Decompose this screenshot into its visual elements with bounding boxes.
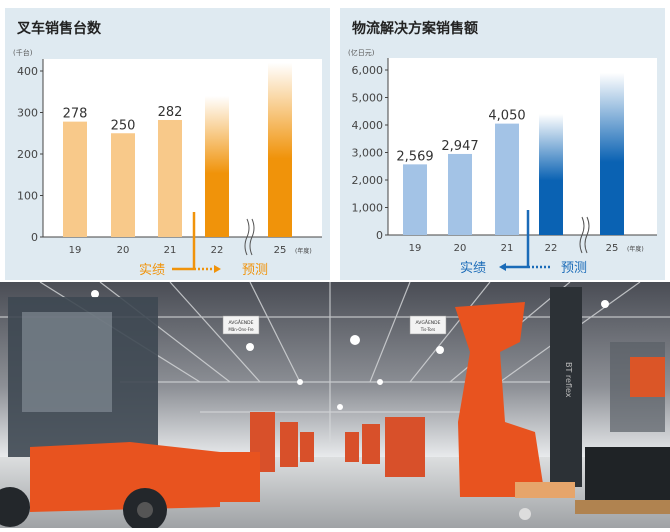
- y-tick-label: 5,000: [352, 92, 384, 105]
- bar-20: [448, 153, 472, 235]
- x-tick-label: 22: [545, 243, 558, 254]
- data-label: 2,569: [396, 149, 433, 164]
- y-tick-label: 0: [376, 229, 383, 242]
- y-unit-label: (千台): [13, 48, 33, 57]
- ceiling-lights: [91, 290, 609, 410]
- x-tick-label: 21: [501, 243, 514, 254]
- y-unit-label: (亿日元): [348, 48, 375, 57]
- bar-19: [63, 121, 87, 237]
- chart-title: 物流解决方案销售额: [352, 20, 478, 37]
- reach-truck-right: BT reflex: [455, 287, 670, 520]
- arrow-left-icon: [499, 263, 506, 271]
- x-tick-label: 19: [409, 243, 422, 254]
- data-label: 282: [158, 105, 183, 120]
- x-unit-label: (年度): [295, 247, 312, 255]
- y-tick-label: 6,000: [352, 64, 384, 77]
- x-tick-label: 20: [117, 245, 130, 256]
- x-tick-label: 19: [69, 245, 82, 256]
- logistics-solutions-sales-chart: 物流解决方案销售额 (亿日元) 0 1,000 2,000 3,000 4,000 5,000…: [348, 20, 657, 276]
- y-tick-label: 400: [17, 65, 38, 78]
- forklift-sales-chart-panel: 叉车销售台数 (千台) 0 100 200 300 400 278 19 250 20 282 21 22…: [5, 8, 330, 280]
- svg-text:Tis-Tors: Tis-Tors: [420, 327, 436, 332]
- data-label: 4,050: [488, 109, 525, 124]
- y-tick-label: 200: [17, 148, 38, 161]
- bar-19: [403, 164, 427, 235]
- data-label: 278: [63, 107, 88, 122]
- bar-21: [495, 123, 519, 235]
- data-label: 250: [111, 118, 136, 133]
- svg-text:Mån-Ons-Fre: Mån-Ons-Fre: [228, 327, 254, 332]
- forklift-sales-chart: 叉车销售台数 (千台) 0 100 200 300 400 278 19 250 20 282 21 22…: [13, 20, 322, 278]
- bar-25: [268, 62, 292, 238]
- axis-break-icon: [244, 218, 255, 256]
- bar-21: [158, 119, 182, 237]
- bar-22: [205, 95, 229, 238]
- bar-22: [539, 114, 563, 235]
- y-tick-label: 4,000: [352, 119, 384, 132]
- legend-actual: 实绩: [139, 263, 165, 278]
- y-tick-label: 300: [17, 107, 38, 120]
- forklift-left: [0, 297, 260, 532]
- svg-text:AVGÅENDE: AVGÅENDE: [416, 319, 441, 326]
- x-tick-label: 25: [274, 245, 287, 256]
- y-tick-label: 1,000: [352, 202, 384, 215]
- svg-text:AVGÅENDE: AVGÅENDE: [229, 319, 254, 326]
- x-tick-label: 20: [454, 243, 467, 254]
- data-label: 2,947: [441, 139, 478, 154]
- sign-right: AVGÅENDE Tis-Tors: [409, 315, 447, 335]
- sign-left: AVGÅENDE Mån-Ons-Fre: [222, 315, 260, 335]
- x-unit-label: (年度): [627, 245, 644, 253]
- svg-text:BT reflex: BT reflex: [564, 362, 573, 398]
- y-tick-label: 2,000: [352, 174, 384, 187]
- axis-break-icon: [579, 216, 590, 254]
- legend-forecast: 预测: [242, 263, 268, 278]
- logistics-solutions-sales-chart-panel: 物流解决方案销售额 (亿日元) 0 1,000 2,000 3,000 4,000 5,000…: [340, 8, 665, 280]
- x-tick-label: 25: [606, 243, 619, 254]
- distant-forklifts: [250, 412, 425, 477]
- y-tick-label: 3,000: [352, 147, 384, 160]
- legend-forecast: 预测: [561, 261, 587, 276]
- chart-title: 叉车销售台数: [16, 20, 102, 37]
- arrow-right-icon: [214, 265, 221, 273]
- x-tick-label: 21: [164, 245, 177, 256]
- legend-actual: 实绩: [460, 261, 486, 276]
- y-tick-label: 0: [31, 231, 38, 244]
- warehouse-forklift-photo: AVGÅENDE Mån-Ons-Fre AVGÅENDE Tis-Tors B…: [0, 281, 670, 532]
- bar-20: [111, 133, 135, 237]
- bar-25: [600, 72, 624, 235]
- x-tick-label: 22: [211, 245, 224, 256]
- y-tick-label: 100: [17, 190, 38, 203]
